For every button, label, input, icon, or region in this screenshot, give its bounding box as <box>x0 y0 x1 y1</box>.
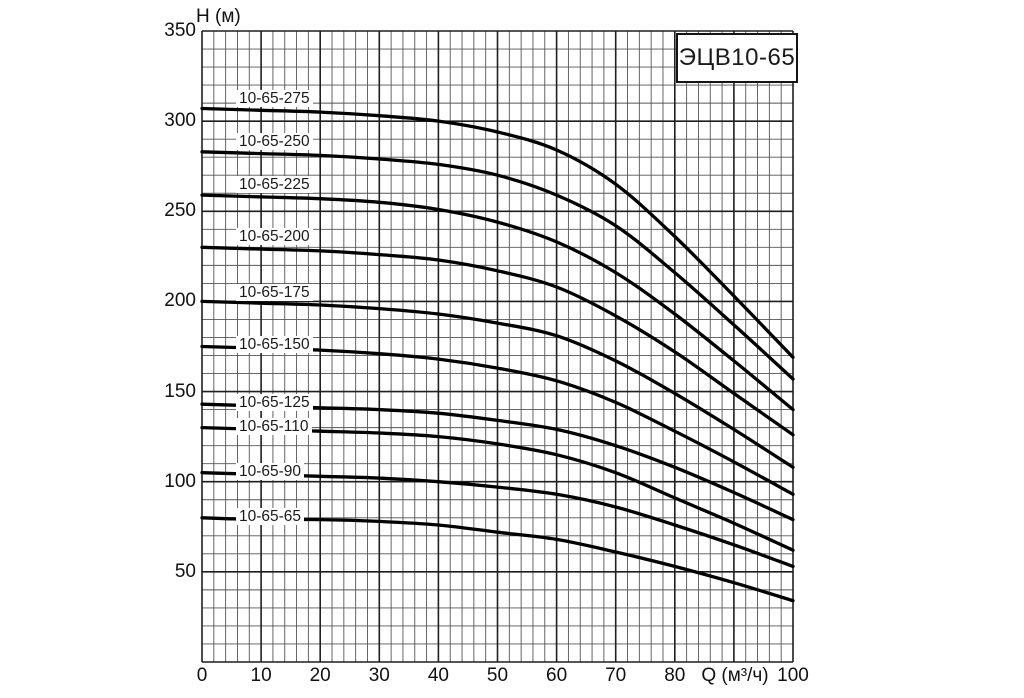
x-tick-label: 60 <box>546 665 568 686</box>
curve-10-65-225 <box>200 193 795 412</box>
curve-label: 10-65-250 <box>236 132 313 150</box>
curve-label: 10-65-275 <box>236 89 313 107</box>
curve-label: 10-65-110 <box>236 417 312 435</box>
x-tick-label: 20 <box>309 665 331 686</box>
plot-area <box>200 30 795 663</box>
x-tick-label: 10 <box>250 665 272 686</box>
x-tick-label: 70 <box>605 665 627 686</box>
chart-canvas <box>200 30 795 663</box>
curve-label: 10-65-90 <box>236 462 305 480</box>
y-tick-label: 100 <box>164 470 196 492</box>
y-tick-label: 50 <box>174 560 196 582</box>
x-tick-label: 100 <box>777 665 809 686</box>
y-tick-label: 150 <box>164 380 196 402</box>
x-tick-label: 80 <box>664 665 686 686</box>
y-tick-label: 200 <box>164 290 196 312</box>
y-tick-label: 300 <box>164 110 196 132</box>
curve-label: 10-65-175 <box>236 284 313 302</box>
x-tick-label: 50 <box>486 665 509 686</box>
curve-10-65-250 <box>200 150 795 381</box>
curve-label: 10-65-225 <box>236 176 313 194</box>
chart-title-box: ЭЦВ10-65 <box>676 33 798 83</box>
curve-label: 10-65-125 <box>236 394 313 412</box>
curve-label: 10-65-200 <box>236 228 313 246</box>
curve-label: 10-65-65 <box>236 507 305 525</box>
curve-10-65-200 <box>200 245 795 437</box>
x-axis-title: Q (м³/ч) <box>701 665 769 686</box>
x-tick-label: 40 <box>427 665 449 686</box>
curve-10-65-175 <box>200 299 795 469</box>
x-tick-label: 0 <box>196 665 208 686</box>
y-axis-title: H (м) <box>196 6 241 27</box>
chart-title: ЭЦВ10-65 <box>678 44 796 71</box>
x-tick-label: 30 <box>368 665 390 686</box>
y-tick-label: 350 <box>164 20 196 41</box>
curve-10-65-275 <box>200 106 795 359</box>
curve-label: 10-65-150 <box>236 335 313 353</box>
y-tick-label: 250 <box>164 200 196 222</box>
